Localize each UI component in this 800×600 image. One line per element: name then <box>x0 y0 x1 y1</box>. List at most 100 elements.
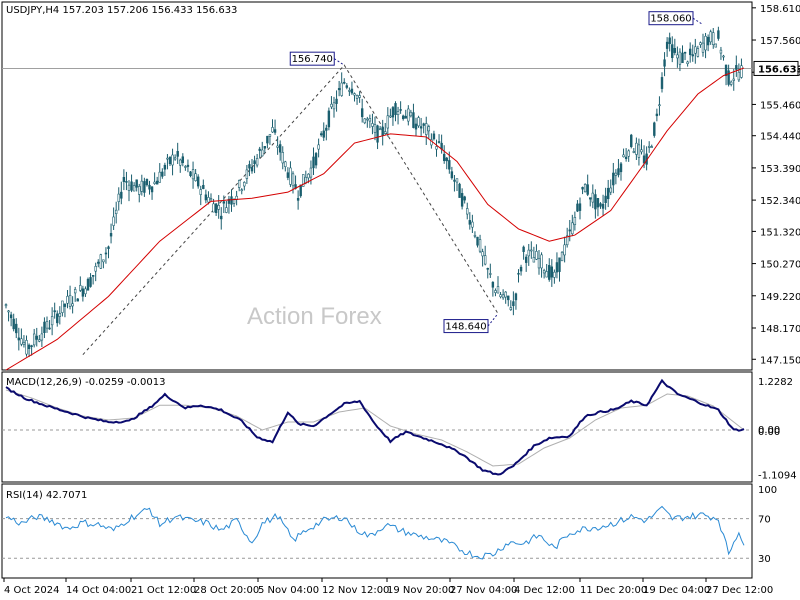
candle <box>27 343 31 358</box>
candle <box>678 48 682 72</box>
candle <box>617 159 620 178</box>
candle <box>483 245 487 266</box>
candle <box>130 174 133 193</box>
candle <box>583 183 587 193</box>
candle <box>476 236 479 248</box>
x-tick-label: 27 Nov 04:00 <box>450 585 517 596</box>
candle <box>360 98 364 123</box>
candle <box>683 51 687 61</box>
candle <box>619 161 623 181</box>
candle <box>112 207 115 231</box>
candle <box>227 195 231 214</box>
candle <box>278 140 282 161</box>
candle <box>514 292 518 310</box>
candle <box>586 174 589 197</box>
candle <box>97 259 100 268</box>
candle <box>530 241 533 259</box>
candle <box>614 169 618 185</box>
candle <box>91 275 95 285</box>
candle <box>471 214 474 234</box>
x-tick-label: 27 Dec 12:00 <box>706 585 773 596</box>
candle <box>114 201 118 224</box>
candle <box>81 285 85 302</box>
candle <box>53 302 56 319</box>
candle <box>491 281 495 297</box>
candle <box>609 179 612 196</box>
candle <box>102 259 105 269</box>
x-tick-label: 12 Nov 12:00 <box>322 585 389 596</box>
candle <box>76 298 79 302</box>
candle <box>220 207 223 230</box>
candle <box>250 159 254 174</box>
candle <box>99 253 103 269</box>
candle <box>701 33 705 57</box>
candle <box>322 122 325 141</box>
candle <box>30 344 33 356</box>
candle <box>340 72 343 97</box>
candle <box>125 171 128 191</box>
candle <box>507 295 510 307</box>
candle <box>425 116 428 145</box>
candle <box>658 96 661 116</box>
candle <box>686 60 689 67</box>
candle <box>537 250 541 275</box>
candle <box>166 154 169 170</box>
y-tick-label: 149.220 <box>760 292 800 303</box>
candle <box>455 178 459 191</box>
candle <box>268 134 272 145</box>
candle <box>453 175 456 192</box>
candle <box>555 252 559 279</box>
candle <box>714 43 718 48</box>
candle <box>243 181 246 191</box>
candle <box>468 212 472 230</box>
candle <box>104 247 108 264</box>
candle <box>489 263 492 278</box>
candle <box>17 327 21 351</box>
x-tick-label: 19 Nov 20:00 <box>387 585 454 596</box>
candle <box>135 179 138 192</box>
candle <box>466 202 469 220</box>
candle <box>681 45 684 64</box>
candle <box>38 334 41 343</box>
candle <box>412 103 415 129</box>
current-price-tag: 156.633 <box>753 60 800 76</box>
price-annotation: 148.640 <box>443 313 499 334</box>
candle <box>289 161 292 188</box>
annotation-label: 158.060 <box>650 14 691 25</box>
candle <box>161 168 164 179</box>
candle <box>594 189 597 219</box>
candle <box>120 181 123 205</box>
candle <box>84 286 87 297</box>
candle <box>258 146 261 159</box>
candle <box>427 124 431 139</box>
candle <box>48 320 51 330</box>
candle <box>722 54 725 61</box>
watermark-text: Action Forex <box>247 303 382 330</box>
candle <box>668 32 671 52</box>
candle <box>63 303 67 318</box>
candle <box>35 327 38 347</box>
price-panel: 156.740 148.640 158.060 <box>2 11 752 371</box>
candle <box>527 243 530 266</box>
candle <box>214 202 218 216</box>
candle <box>43 317 46 339</box>
candle <box>217 195 220 219</box>
candle <box>655 108 659 122</box>
macd-signal-line <box>5 389 745 467</box>
candle <box>325 124 328 141</box>
candle <box>404 109 407 119</box>
candle <box>107 245 110 259</box>
candle <box>522 245 525 260</box>
current-price-label: 156.633 <box>758 64 800 75</box>
candle <box>665 37 669 57</box>
candle <box>391 106 395 126</box>
candle <box>327 107 331 131</box>
candle <box>202 179 205 190</box>
candle <box>50 307 54 336</box>
y-tick-label: 150.270 <box>760 260 800 271</box>
candle <box>138 183 141 203</box>
x-tick-label: 4 Oct 2024 <box>4 585 59 596</box>
candle <box>729 80 733 87</box>
candle <box>640 139 643 155</box>
candle <box>337 80 341 97</box>
